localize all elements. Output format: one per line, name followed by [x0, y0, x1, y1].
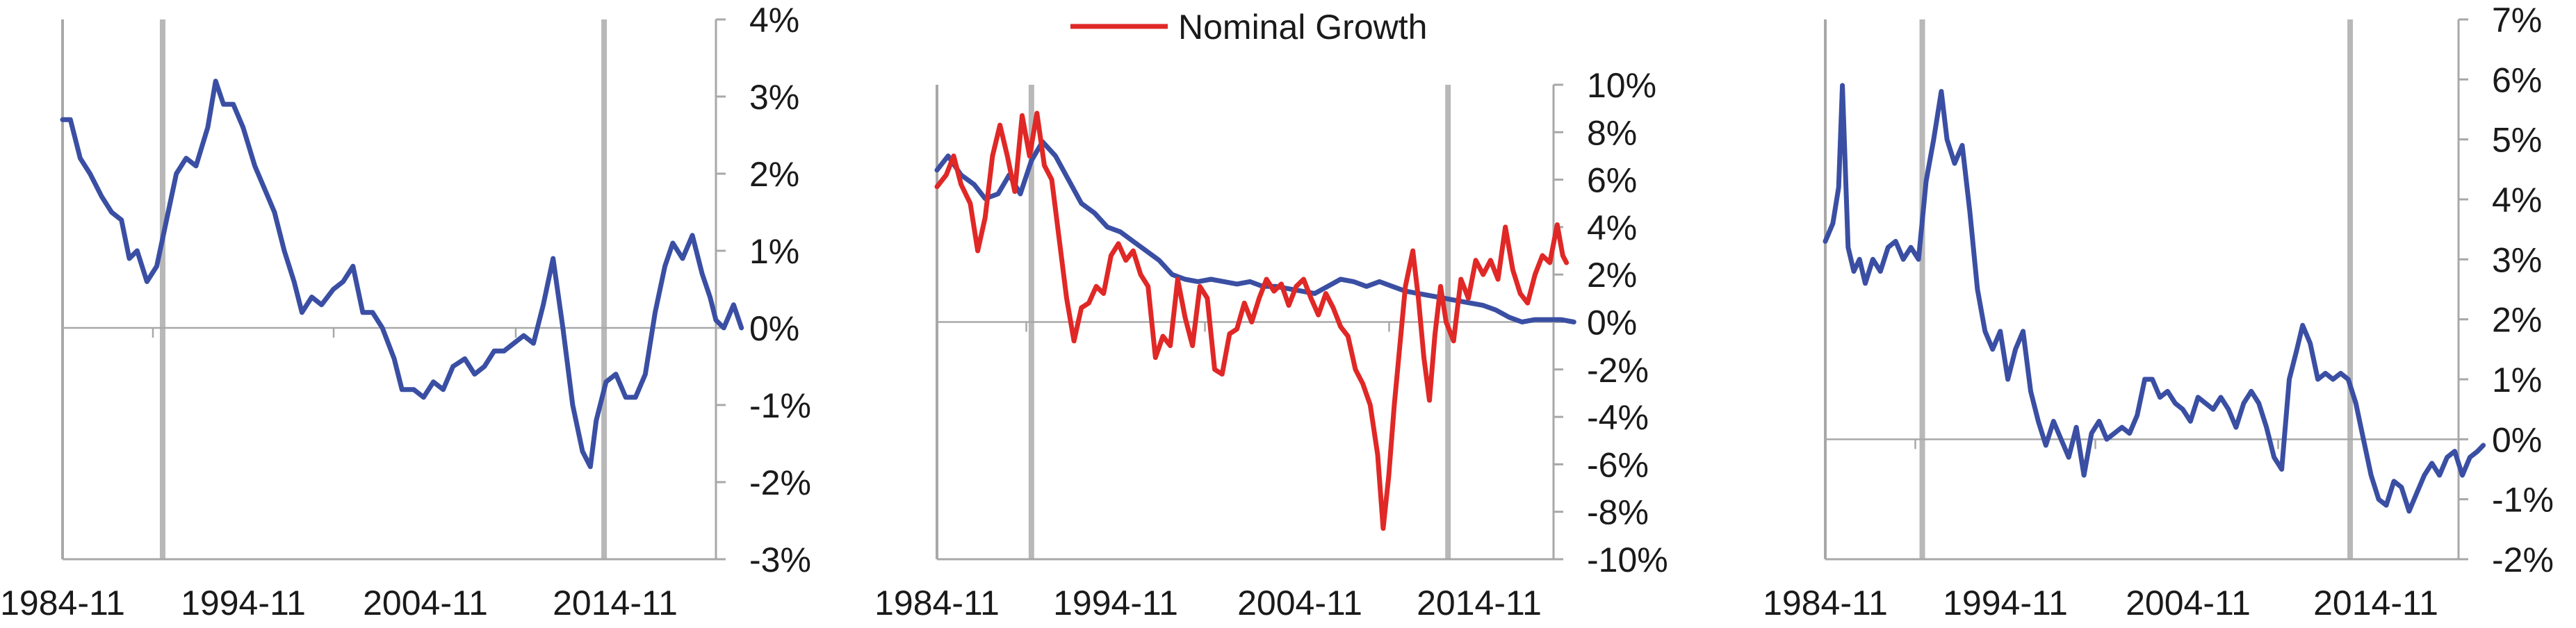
- y-tick-label: 4%: [2492, 181, 2542, 220]
- x-tick-label: 2004-11: [1237, 584, 1362, 622]
- y-tick-label: 0%: [2492, 420, 2542, 459]
- x-tick-label: 1994-11: [1943, 584, 2068, 622]
- series-line: [60, 78, 744, 470]
- y-tick-label: 3%: [2492, 240, 2542, 279]
- x-tick-label: 2004-11: [2126, 584, 2251, 622]
- y-tick-label: 0%: [1587, 304, 1637, 342]
- y-tick-label: 1%: [749, 232, 799, 271]
- y-tick-label: -1%: [2492, 481, 2554, 520]
- x-tick-label: 1984-11: [874, 584, 1000, 622]
- y-tick-label: 4%: [749, 1, 799, 40]
- x-tick-label: 1984-11: [1763, 584, 1888, 622]
- y-tick-label: -1%: [749, 386, 811, 425]
- y-tick-label: 8%: [1587, 113, 1637, 152]
- y-tick-label: 6%: [1587, 161, 1637, 200]
- x-tick-label: 1994-11: [181, 584, 306, 622]
- chart-panel-right: 7% 6% 5% 4% 3% 2% 1% 0% -1% -2% 1984-11 1994-11 2004…: [1763, 1, 2554, 622]
- y-tick-label: -10%: [1587, 540, 1668, 579]
- y-tick-label: -2%: [1587, 351, 1649, 390]
- x-tick-label: 2004-11: [363, 584, 488, 622]
- y-tick-label: 6%: [2492, 60, 2542, 99]
- y-tick-label: -2%: [749, 463, 811, 502]
- y-tick-label: 5%: [2492, 121, 2542, 160]
- legend: Nominal Growth: [1070, 8, 1427, 47]
- x-tick-label: 2014-11: [553, 584, 678, 622]
- y-tick-label: 2%: [1587, 256, 1637, 295]
- chart-panel-middle: 10% 8% 6% 4% 2% 0% -2% -4% -6% -8% -10% 1984-11 1994…: [874, 8, 1668, 622]
- chart-panel-left: 4% 3% 2% 1% 0% -1% -2% -3% 1984-11 1994-11 2004-11…: [0, 1, 811, 622]
- x-tick-label: 2014-11: [1417, 584, 1542, 622]
- y-tick-label: -2%: [2492, 540, 2554, 579]
- series-line-nominal-growth: [934, 110, 1570, 531]
- x-tick-label: 2014-11: [2313, 584, 2438, 622]
- x-tick-label: 1994-11: [1053, 584, 1178, 622]
- y-tick-label: -8%: [1587, 493, 1649, 532]
- y-tick-label: 7%: [2492, 1, 2542, 40]
- series-line: [1823, 83, 2486, 514]
- y-tick-label: 10%: [1587, 66, 1656, 105]
- y-tick-label: 1%: [2492, 361, 2542, 399]
- y-tick-label: -6%: [1587, 445, 1649, 484]
- y-tick-label: 3%: [749, 78, 799, 117]
- y-tick-label: -3%: [749, 540, 811, 579]
- y-tick-label: 4%: [1587, 208, 1637, 247]
- x-tick-label: 1984-11: [0, 584, 125, 622]
- series-line: [934, 139, 1576, 324]
- y-tick-label: 2%: [2492, 301, 2542, 340]
- y-tick-label: 2%: [749, 155, 799, 194]
- y-tick-label: -4%: [1587, 398, 1649, 437]
- y-tick-label: 0%: [749, 309, 799, 348]
- legend-label-nominal-growth: Nominal Growth: [1178, 8, 1427, 47]
